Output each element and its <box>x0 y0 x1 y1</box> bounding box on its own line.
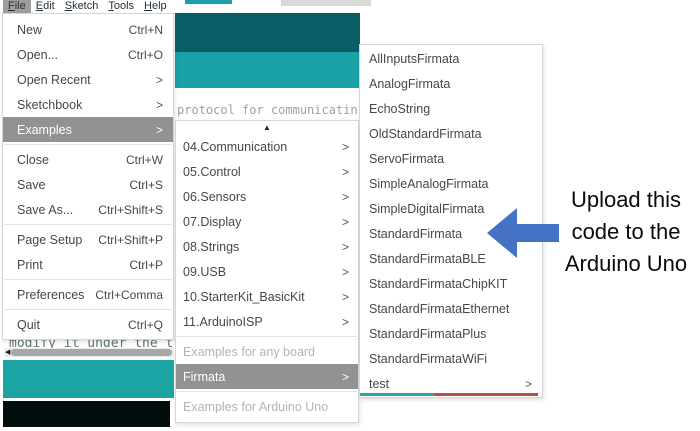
chevron-right-icon: > <box>155 97 163 112</box>
chevron-right-icon: > <box>341 139 349 154</box>
chevron-right-icon: > <box>341 189 349 204</box>
menu-separator <box>4 309 172 310</box>
menu-separator <box>4 224 172 225</box>
examples-section-any-board: Examples for any board <box>183 344 316 359</box>
file-menu-item-page-setup[interactable]: Page Setup Ctrl+Shift+P <box>17 232 163 247</box>
menubar-item-file[interactable]: File <box>3 0 31 13</box>
menu-separator <box>4 144 172 145</box>
editor-code-line: protocol for communicatin <box>177 103 358 117</box>
chevron-right-icon: > <box>155 72 163 87</box>
file-menu-item-examples[interactable]: Examples > <box>3 117 173 142</box>
firmata-item-simpledigitalfirmata[interactable]: SimpleDigitalFirmata <box>369 201 485 216</box>
file-menu-popup: New Ctrl+N Open... Ctrl+O Open Recent > Ske… <box>2 13 174 340</box>
annotation-text: Upload this code to the Arduino Uno <box>564 187 688 276</box>
firmata-item-standardfirmatawifi[interactable]: StandardFirmataWiFi <box>369 351 488 366</box>
chevron-right-icon: > <box>341 369 349 384</box>
scrollbar-thumb[interactable] <box>11 349 172 356</box>
menubar-item-help[interactable]: Help <box>144 0 167 12</box>
file-menu-item-close[interactable]: Close Ctrl+W <box>17 152 163 167</box>
ide-console-block <box>3 401 170 427</box>
examples-item-arduinoisp[interactable]: 11.ArduinoISP > <box>183 314 349 329</box>
menubar-item-edit[interactable]: Edit <box>35 0 55 12</box>
menu-bar: File Edit Sketch Tools Help <box>0 0 172 13</box>
chevron-right-icon: > <box>341 164 349 179</box>
firmata-item-oldstandardfirmata[interactable]: OldStandardFirmata <box>369 126 482 141</box>
scroll-up-icon[interactable]: ▲ <box>263 123 271 132</box>
chevron-right-icon: > <box>341 289 349 304</box>
firmata-item-allinputsfirmata[interactable]: AllInputsFirmata <box>369 51 460 66</box>
firmata-item-standardfirmataethernet[interactable]: StandardFirmataEthernet <box>369 301 510 316</box>
file-menu-item-open[interactable]: Open... Ctrl+O <box>17 47 163 62</box>
firmata-item-simpleanalogfirmata[interactable]: SimpleAnalogFirmata <box>369 176 489 191</box>
examples-item-communication[interactable]: 04.Communication > <box>183 139 349 154</box>
teal-sliver <box>185 0 232 4</box>
examples-submenu-popup: ▲ 04.Communication > 05.Control > 06.Senso… <box>175 120 359 423</box>
ide-header-block <box>175 13 360 52</box>
menu-separator <box>177 336 357 337</box>
titlebar-fragment <box>281 0 371 6</box>
menubar-item-sketch[interactable]: Sketch <box>64 0 99 12</box>
firmata-item-standardfirmatachipkit[interactable]: StandardFirmataChipKIT <box>369 276 508 291</box>
menubar-item-tools[interactable]: Tools <box>108 0 135 12</box>
examples-item-display[interactable]: 07.Display > <box>183 214 349 229</box>
chevron-right-icon: > <box>341 314 349 329</box>
firmata-item-test[interactable]: test > <box>369 376 532 391</box>
examples-item-starterkit[interactable]: 10.StarterKit_BasicKit > <box>183 289 349 304</box>
firmata-item-echostring[interactable]: EchoString <box>369 101 431 116</box>
file-menu-item-quit[interactable]: Quit Ctrl+Q <box>17 317 163 332</box>
firmata-item-standardfirmataplus[interactable]: StandardFirmataPlus <box>369 326 487 341</box>
chevron-right-icon: > <box>341 214 349 229</box>
underline-teal-mark <box>360 393 434 396</box>
horizontal-scrollbar[interactable]: ◀ <box>4 348 174 357</box>
ide-toolbar-block <box>175 52 360 88</box>
firmata-item-servofirmata[interactable]: ServoFirmata <box>369 151 445 166</box>
examples-item-sensors[interactable]: 06.Sensors > <box>183 189 349 204</box>
file-menu-item-new[interactable]: New Ctrl+N <box>17 22 163 37</box>
examples-item-control[interactable]: 05.Control > <box>183 164 349 179</box>
examples-item-firmata[interactable]: Firmata > <box>176 364 358 389</box>
menu-separator <box>177 391 357 392</box>
chevron-right-icon: > <box>524 376 532 391</box>
examples-section-arduino-uno: Examples for Arduino Uno <box>183 399 329 414</box>
chevron-right-icon: > <box>155 122 163 137</box>
file-menu-item-save[interactable]: Save Ctrl+S <box>17 177 163 192</box>
file-menu-item-sketchbook[interactable]: Sketchbook > <box>17 97 163 112</box>
firmata-item-standardfirmatable[interactable]: StandardFirmataBLE <box>369 251 486 266</box>
examples-item-usb[interactable]: 09.USB > <box>183 264 349 279</box>
chevron-right-icon: > <box>341 264 349 279</box>
annotation-arrow-icon <box>487 205 559 261</box>
firmata-item-analogfirmata[interactable]: AnalogFirmata <box>369 76 451 91</box>
scroll-left-icon[interactable]: ◀ <box>5 349 11 356</box>
ide-status-block <box>3 360 174 398</box>
firmata-item-standardfirmata[interactable]: StandardFirmata <box>369 226 463 241</box>
file-menu-item-open-recent[interactable]: Open Recent > <box>17 72 163 87</box>
menu-separator <box>4 279 172 280</box>
file-menu-item-preferences[interactable]: Preferences Ctrl+Comma <box>17 287 163 302</box>
chevron-right-icon: > <box>341 239 349 254</box>
examples-item-strings[interactable]: 08.Strings > <box>183 239 349 254</box>
underline-red-mark <box>434 393 538 396</box>
file-menu-item-save-as[interactable]: Save As... Ctrl+Shift+S <box>17 202 163 217</box>
file-menu-item-print[interactable]: Print Ctrl+P <box>17 257 163 272</box>
